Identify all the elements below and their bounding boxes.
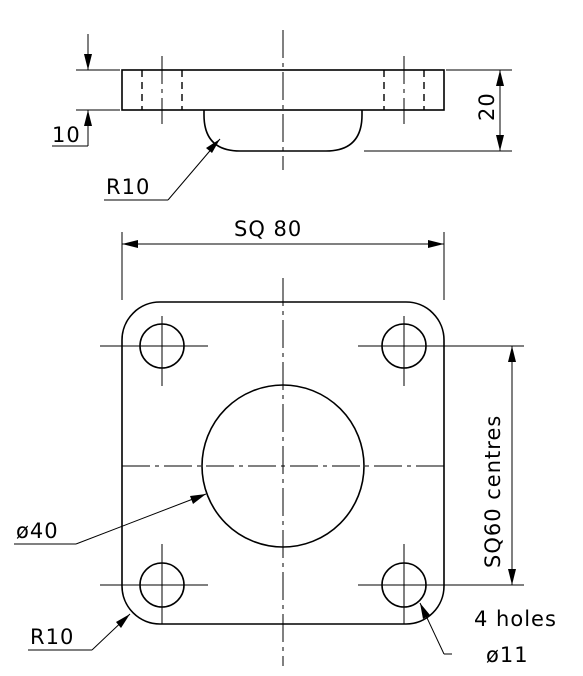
centres-arrowhead-top (508, 346, 516, 362)
bore-diameter-label: ø40 (16, 519, 59, 543)
sq80-label: SQ 80 (234, 217, 302, 241)
centres-label: SQ60 centres (481, 415, 505, 568)
centres-arrowhead-bottom (508, 569, 516, 585)
boss-radius-label: R10 (106, 175, 150, 199)
holes-leader-arrowhead (420, 603, 430, 619)
sq80-arrowhead-left (122, 240, 138, 248)
flange-outline (121, 69, 445, 111)
plan-view: SQ 80 SQ60 centres ø40 R10 4 holes ø11 (14, 217, 557, 667)
holes-count-label: 4 holes (474, 607, 557, 631)
height-arrowhead-bottom (496, 135, 504, 151)
holes-diameter-label: ø11 (486, 643, 529, 667)
boss-radius-arrowhead (206, 139, 220, 153)
height-arrowhead-top (496, 70, 504, 86)
sq80-arrowhead-right (428, 240, 444, 248)
bore-leader (75, 493, 207, 545)
side-view: 10 20 R10 (52, 30, 512, 201)
thickness-arrowhead-top (84, 54, 92, 70)
corner-radius-label: R10 (30, 625, 74, 649)
thickness-label: 10 (52, 123, 81, 147)
bore-leader-arrowhead (190, 494, 206, 504)
height-label: 20 (475, 92, 499, 121)
thickness-arrowhead-bottom (84, 110, 92, 126)
corner-radius-arrowhead (116, 614, 130, 628)
